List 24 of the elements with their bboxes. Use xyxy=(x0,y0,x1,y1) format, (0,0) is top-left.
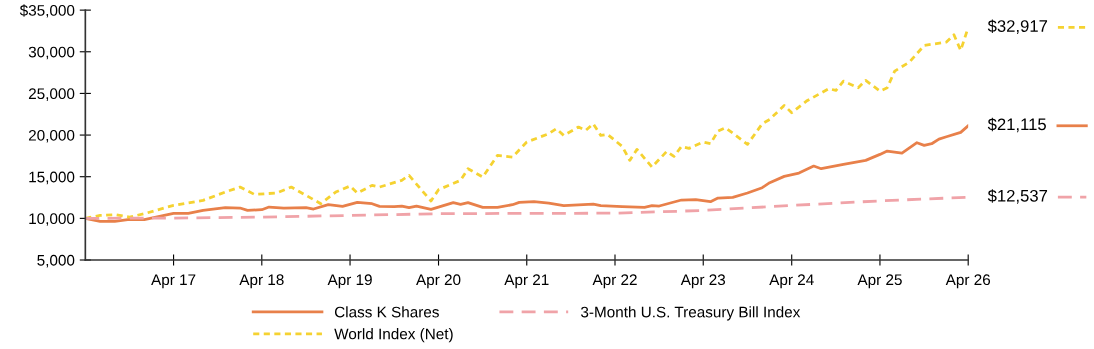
x-tick-label: Apr 25 xyxy=(857,274,902,289)
x-tick-label: Apr 19 xyxy=(327,274,372,289)
y-tick-label: 15,000 xyxy=(29,171,75,185)
x-tick-label: Apr 23 xyxy=(680,274,726,289)
legend-label: Class K Shares xyxy=(334,306,439,318)
x-tick-label: Apr 21 xyxy=(504,274,549,289)
legend-label: World Index (Net) xyxy=(334,328,453,343)
legend-label: 3-Month U.S. Treasury Bill Index xyxy=(581,306,801,321)
y-tick-label: 25,000 xyxy=(28,88,75,101)
x-tick-label: Apr 17 xyxy=(151,274,196,289)
y-tick-label: 10,000 xyxy=(29,213,75,226)
y-tick-label: $35,000 xyxy=(19,4,75,18)
x-tick-label: Apr 18 xyxy=(239,274,284,289)
annotation: $21,115 xyxy=(987,117,1046,133)
y-tick-label: 30,000 xyxy=(28,46,75,60)
x-tick-label: Apr 22 xyxy=(592,274,637,289)
annotation: $32,917 xyxy=(987,19,1048,34)
y-tick-label: 20,000 xyxy=(28,129,75,143)
y-tick-label: 5,000 xyxy=(37,254,75,268)
x-tick-label: Apr 20 xyxy=(416,274,461,289)
x-tick-label: Apr 24 xyxy=(769,274,814,289)
x-tick-label: Apr 26 xyxy=(945,274,991,289)
annotation: $12,537 xyxy=(987,189,1048,204)
line-series xyxy=(85,195,969,220)
